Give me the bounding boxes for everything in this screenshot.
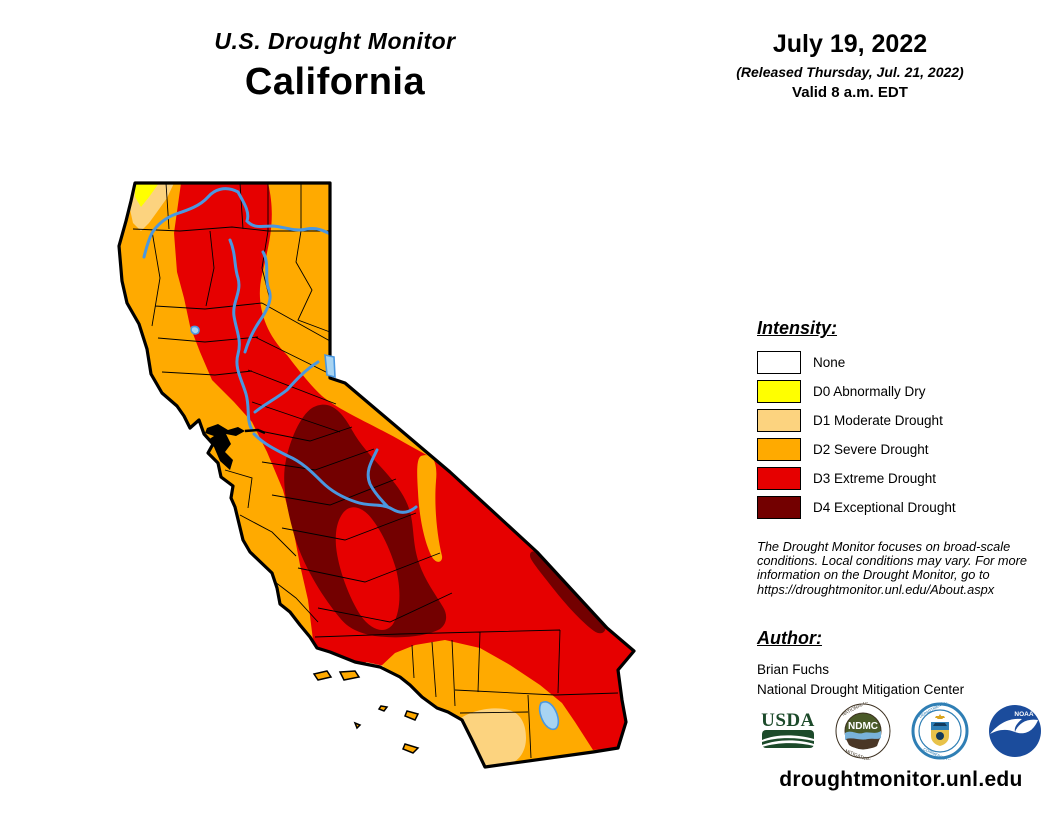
- author-heading: Author:: [757, 628, 822, 648]
- lakes: [190, 325, 560, 731]
- legend-label: None: [813, 354, 846, 370]
- legend-label: D2 Severe Drought: [813, 441, 929, 457]
- legend-item-d3: D3 Extreme Drought: [757, 466, 1047, 490]
- ndmc-logo: NATIONAL DROUGHT MITIGATION CENTER NDMC: [835, 702, 891, 760]
- san-francisco-bay: [205, 424, 245, 470]
- legend-heading: Intensity:: [757, 318, 838, 338]
- author-name: Brian Fuchs: [757, 662, 830, 677]
- disclaimer-line: https://droughtmonitor.unl.edu/About.asp…: [757, 581, 995, 597]
- rivers: [142, 187, 418, 514]
- usda-logo: USDA: [760, 710, 816, 750]
- island: [338, 670, 361, 681]
- disclaimer-line: information on the Drought Monitor, go t…: [757, 567, 990, 583]
- disclaimer-text: The Drought Monitor focuses on broad-sca…: [757, 539, 1053, 597]
- island: [312, 670, 333, 681]
- site-url: droughtmonitor.unl.edu: [779, 768, 1023, 791]
- channel-islands: [312, 670, 420, 754]
- author-org: National Drought Mitigation Center: [757, 682, 965, 697]
- salton-sea: [538, 701, 560, 731]
- island: [404, 710, 420, 721]
- zone-d4-death-valley: [529, 551, 606, 634]
- noaa-logo: NOAA: [988, 705, 1041, 757]
- author-block: Author: Brian Fuchs National Drought Mit…: [757, 628, 1047, 700]
- valid-time: Valid 8 a.m. EDT: [792, 84, 908, 101]
- disclaimer-line: conditions. Local conditions may vary. F…: [757, 553, 1028, 569]
- county-boundaries: [132, 183, 619, 759]
- title-block: U.S. Drought Monitor California: [160, 28, 510, 104]
- zone-d2-mono-finger: [417, 455, 443, 562]
- ndmc-logo-text: NDMC: [848, 721, 878, 732]
- swatch-none: [757, 350, 801, 374]
- legend-label: D0 Abnormally Dry: [813, 383, 926, 399]
- legend-item-d2: D2 Severe Drought: [757, 437, 1047, 461]
- lake-tahoe: [324, 353, 336, 379]
- swatch-d0: [757, 379, 801, 403]
- zone-d3-extreme: [174, 183, 634, 750]
- legend-item-d1: D1 Moderate Drought: [757, 408, 1047, 432]
- commerce-seal-logo: DEPARTMENT OF COMMERCE USA: [911, 702, 969, 760]
- clear-lake: [190, 325, 200, 335]
- disclaimer-line: The Drought Monitor focuses on broad-sca…: [757, 539, 1011, 554]
- state-title: California: [244, 61, 426, 103]
- intensity-legend: Intensity: None D0 Abnormally Dry D1 Mod…: [757, 318, 1047, 525]
- released-date: (Released Thursday, Jul. 21, 2022): [736, 64, 964, 80]
- usda-field-icon: [762, 730, 814, 748]
- state-border: [117, 181, 636, 769]
- usda-logo-text: USDA: [761, 710, 815, 731]
- swatch-d4: [757, 495, 801, 519]
- legend-label: D4 Exceptional Drought: [813, 499, 956, 515]
- legend-item-none: None: [757, 350, 1047, 374]
- legend-label: D3 Extreme Drought: [813, 470, 937, 486]
- map-date: July 19, 2022: [772, 30, 928, 58]
- delta-channels: [244, 428, 266, 435]
- legend-item-d4: D4 Exceptional Drought: [757, 495, 1047, 519]
- date-block: July 19, 2022 (Released Thursday, Jul. 2…: [698, 30, 1002, 101]
- page-title: U.S. Drought Monitor: [214, 28, 456, 54]
- swatch-d2: [757, 437, 801, 461]
- zone-d0-northwest: [135, 183, 159, 207]
- island: [402, 743, 420, 754]
- noaa-logo-text: NOAA: [1014, 711, 1033, 718]
- logo-row: USDA NATIONAL DROUGHT MITIGATION CENTER …: [760, 702, 1042, 760]
- swatch-d3: [757, 466, 801, 490]
- island: [377, 705, 389, 712]
- legend-label: D1 Moderate Drought: [813, 412, 943, 428]
- legend-item-d0: D0 Abnormally Dry: [757, 379, 1047, 403]
- swatch-d1: [757, 408, 801, 432]
- island: [353, 721, 362, 730]
